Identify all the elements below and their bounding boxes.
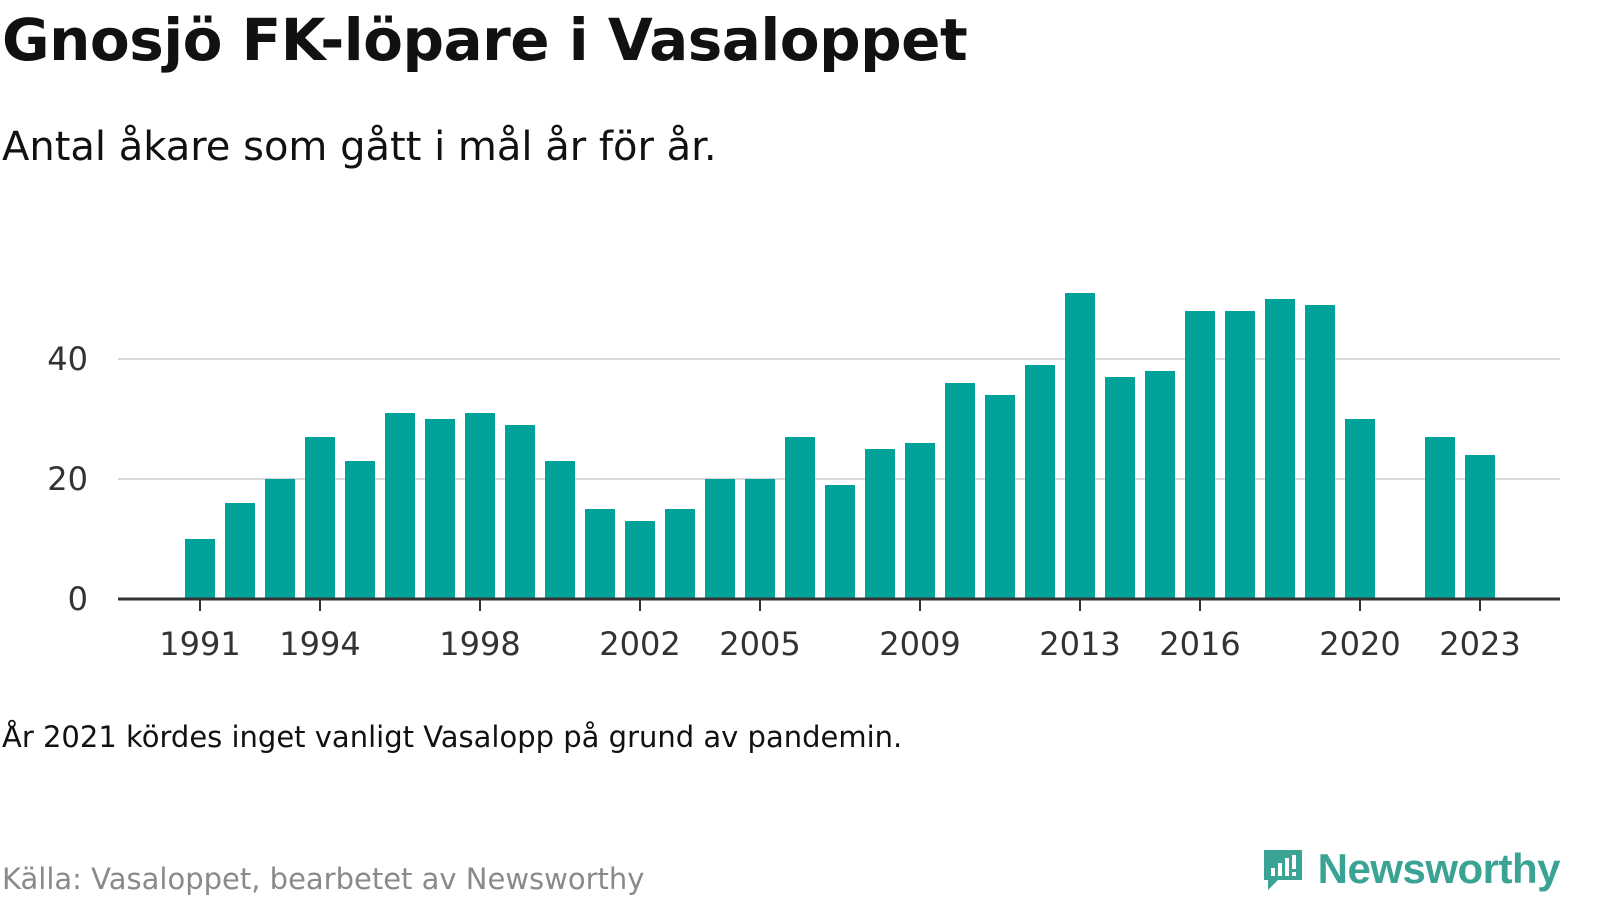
chart-title: Gnosjö FK-löpare i Vasaloppet bbox=[2, 6, 968, 74]
source-credit: Källa: Vasaloppet, bearbetet av Newswort… bbox=[2, 862, 645, 896]
x-tick-label: 2016 bbox=[1159, 625, 1240, 663]
bar-1995 bbox=[345, 461, 375, 599]
bar-1994 bbox=[305, 437, 335, 599]
bar-2015 bbox=[1145, 371, 1175, 599]
newsworthy-bar-chart-icon bbox=[1263, 850, 1302, 890]
bar-2019 bbox=[1305, 305, 1335, 599]
x-tick-label: 2013 bbox=[1039, 625, 1120, 663]
newsworthy-logo: Newsworthy bbox=[1260, 845, 1561, 893]
axes bbox=[118, 597, 1560, 611]
bar-2010 bbox=[945, 383, 975, 599]
bar-2017 bbox=[1225, 311, 1255, 599]
bar-2006 bbox=[785, 437, 815, 599]
bar-2018 bbox=[1265, 299, 1295, 599]
bar-2013 bbox=[1065, 293, 1095, 599]
bar-2004 bbox=[705, 479, 735, 599]
bar-2009 bbox=[905, 443, 935, 599]
x-tick-label: 1998 bbox=[439, 625, 520, 663]
x-tick-label: 1994 bbox=[279, 625, 360, 663]
bar-1998 bbox=[465, 413, 495, 599]
x-tick-label: 2020 bbox=[1319, 625, 1400, 663]
bar-1992 bbox=[225, 503, 255, 599]
bar-chart: 0 20 40 1991 1994 1998 2002 2005 2009 2013 2016 202… bbox=[47, 293, 1560, 663]
bar-2003 bbox=[665, 509, 695, 599]
chart-note: År 2021 kördes inget vanligt Vasalopp på… bbox=[2, 720, 903, 754]
bar-2023 bbox=[1465, 455, 1495, 599]
y-tick-label: 20 bbox=[47, 460, 88, 498]
bar-1997 bbox=[425, 419, 455, 599]
x-tick-label: 2005 bbox=[719, 625, 800, 663]
chart-subtitle: Antal åkare som gått i mål år för år. bbox=[2, 124, 717, 170]
bar-2007 bbox=[825, 485, 855, 599]
bar-1999 bbox=[505, 425, 535, 599]
bar-1991 bbox=[185, 539, 215, 599]
bar-2011 bbox=[985, 395, 1015, 599]
y-tick-label: 40 bbox=[47, 340, 88, 378]
x-tick-label: 2002 bbox=[599, 625, 680, 663]
bar-2016 bbox=[1185, 311, 1215, 599]
bar-2001 bbox=[585, 509, 615, 599]
y-tick-label: 0 bbox=[68, 580, 88, 618]
bar-2022 bbox=[1425, 437, 1455, 599]
bar-2012 bbox=[1025, 365, 1055, 599]
x-tick-label: 1991 bbox=[159, 625, 240, 663]
bar-2005 bbox=[745, 479, 775, 599]
bars bbox=[185, 293, 1495, 599]
bar-2000 bbox=[545, 461, 575, 599]
brand-name: Newsworthy bbox=[1317, 845, 1561, 892]
bar-1996 bbox=[385, 413, 415, 599]
bar-2014 bbox=[1105, 377, 1135, 599]
x-tick-label: 2009 bbox=[879, 625, 960, 663]
tick-labels: 0 20 40 1991 1994 1998 2002 2005 2009 2013 2016 202… bbox=[47, 340, 1520, 663]
x-tick-label: 2023 bbox=[1439, 625, 1520, 663]
bar-1993 bbox=[265, 479, 295, 599]
bar-2020 bbox=[1345, 419, 1375, 599]
bar-2008 bbox=[865, 449, 895, 599]
bar-2002 bbox=[625, 521, 655, 599]
